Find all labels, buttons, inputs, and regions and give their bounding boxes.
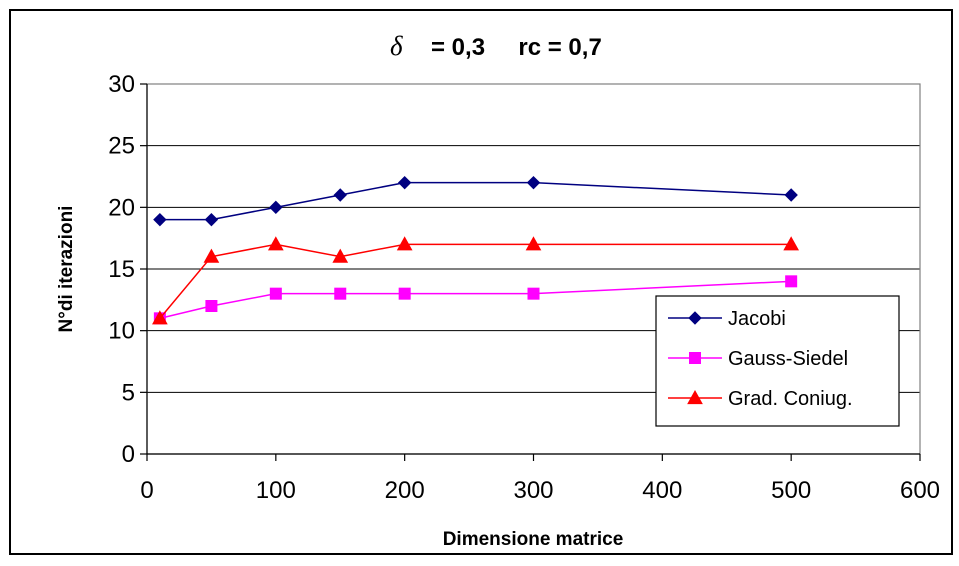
- data-point: [269, 200, 283, 215]
- x-axis-title: Dimensione matrice: [443, 529, 624, 550]
- data-point: [205, 300, 218, 312]
- data-point: [785, 275, 798, 288]
- y-axis-title: N°di iterazioni: [56, 206, 77, 333]
- x-tick-label: 100: [256, 477, 296, 504]
- y-tick-label: 15: [108, 256, 135, 283]
- x-tick-label: 300: [513, 477, 553, 504]
- data-point: [396, 236, 413, 251]
- data-point: [267, 236, 284, 251]
- data-point: [527, 287, 540, 300]
- data-point: [526, 175, 541, 190]
- x-tick-label: 400: [642, 477, 682, 504]
- y-tick-label: 25: [108, 133, 135, 160]
- series-layer: [152, 175, 800, 325]
- x-tick-label: 600: [900, 477, 940, 504]
- x-tick-label: 0: [140, 477, 153, 504]
- chart-title: = 0,3 rc = 0,7: [431, 34, 602, 61]
- data-point: [398, 287, 411, 300]
- legend: Jacobi Gauss-Siedel Grad. Coniug.: [655, 295, 900, 427]
- data-point: [204, 212, 219, 227]
- data-point: [525, 236, 542, 251]
- y-tick-label: 5: [122, 379, 135, 406]
- data-point: [397, 175, 412, 190]
- legend-marker: [689, 352, 701, 364]
- data-point: [153, 212, 167, 227]
- data-point: [203, 248, 220, 263]
- y-tick-label: 20: [108, 194, 135, 221]
- data-point: [334, 287, 347, 300]
- data-point: [152, 310, 168, 325]
- x-tick-label: 500: [771, 477, 811, 504]
- chart-title-symbol: δ: [390, 31, 403, 61]
- data-point: [783, 236, 800, 251]
- legend-label: Grad. Coniug.: [728, 388, 853, 410]
- data-point: [269, 287, 282, 300]
- legend-label: Jacobi: [728, 308, 786, 330]
- legend-label: Gauss-Siedel: [728, 348, 848, 370]
- legend-marker: [688, 311, 702, 325]
- x-tick-label: 200: [385, 477, 425, 504]
- y-tick-label: 10: [108, 318, 135, 345]
- y-tick-label: 30: [108, 71, 135, 98]
- data-point: [332, 248, 349, 263]
- data-point: [784, 188, 798, 202]
- chart-border: [9, 9, 953, 555]
- y-tick-label: 0: [122, 441, 135, 468]
- data-point: [333, 188, 347, 202]
- legend-marker: [687, 389, 703, 405]
